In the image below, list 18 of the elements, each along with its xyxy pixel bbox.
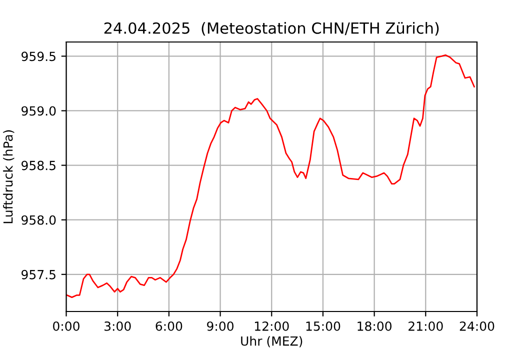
y-tick-label: 957.5 <box>22 270 56 280</box>
line-series <box>66 54 475 298</box>
x-tick-label: 15:00 <box>306 321 340 331</box>
x-tick-label: 12:00 <box>254 321 289 331</box>
y-axis-title: Luftdruck (hPa) <box>3 130 14 224</box>
y-tick-label: 958.0 <box>22 215 56 225</box>
x-tick-label: 9:00 <box>207 321 234 331</box>
y-tick-label: 959.0 <box>22 106 56 116</box>
y-tick-label: 959.5 <box>22 52 56 62</box>
x-tick-label: 18:00 <box>358 321 392 331</box>
x-tick-label: 21:00 <box>408 321 443 331</box>
x-tick-label: 3:00 <box>104 321 131 331</box>
y-tick-label: 958.5 <box>22 160 56 170</box>
x-tick-label: 24:00 <box>460 321 494 331</box>
x-axis-title: Uhr (MEZ) <box>241 336 302 348</box>
chart-title: 24.04.2025 (Meteostation CHN/ETH Zürich) <box>104 22 439 36</box>
x-tick-label: 6:00 <box>156 321 182 331</box>
x-tick-label: 0:00 <box>53 321 80 331</box>
